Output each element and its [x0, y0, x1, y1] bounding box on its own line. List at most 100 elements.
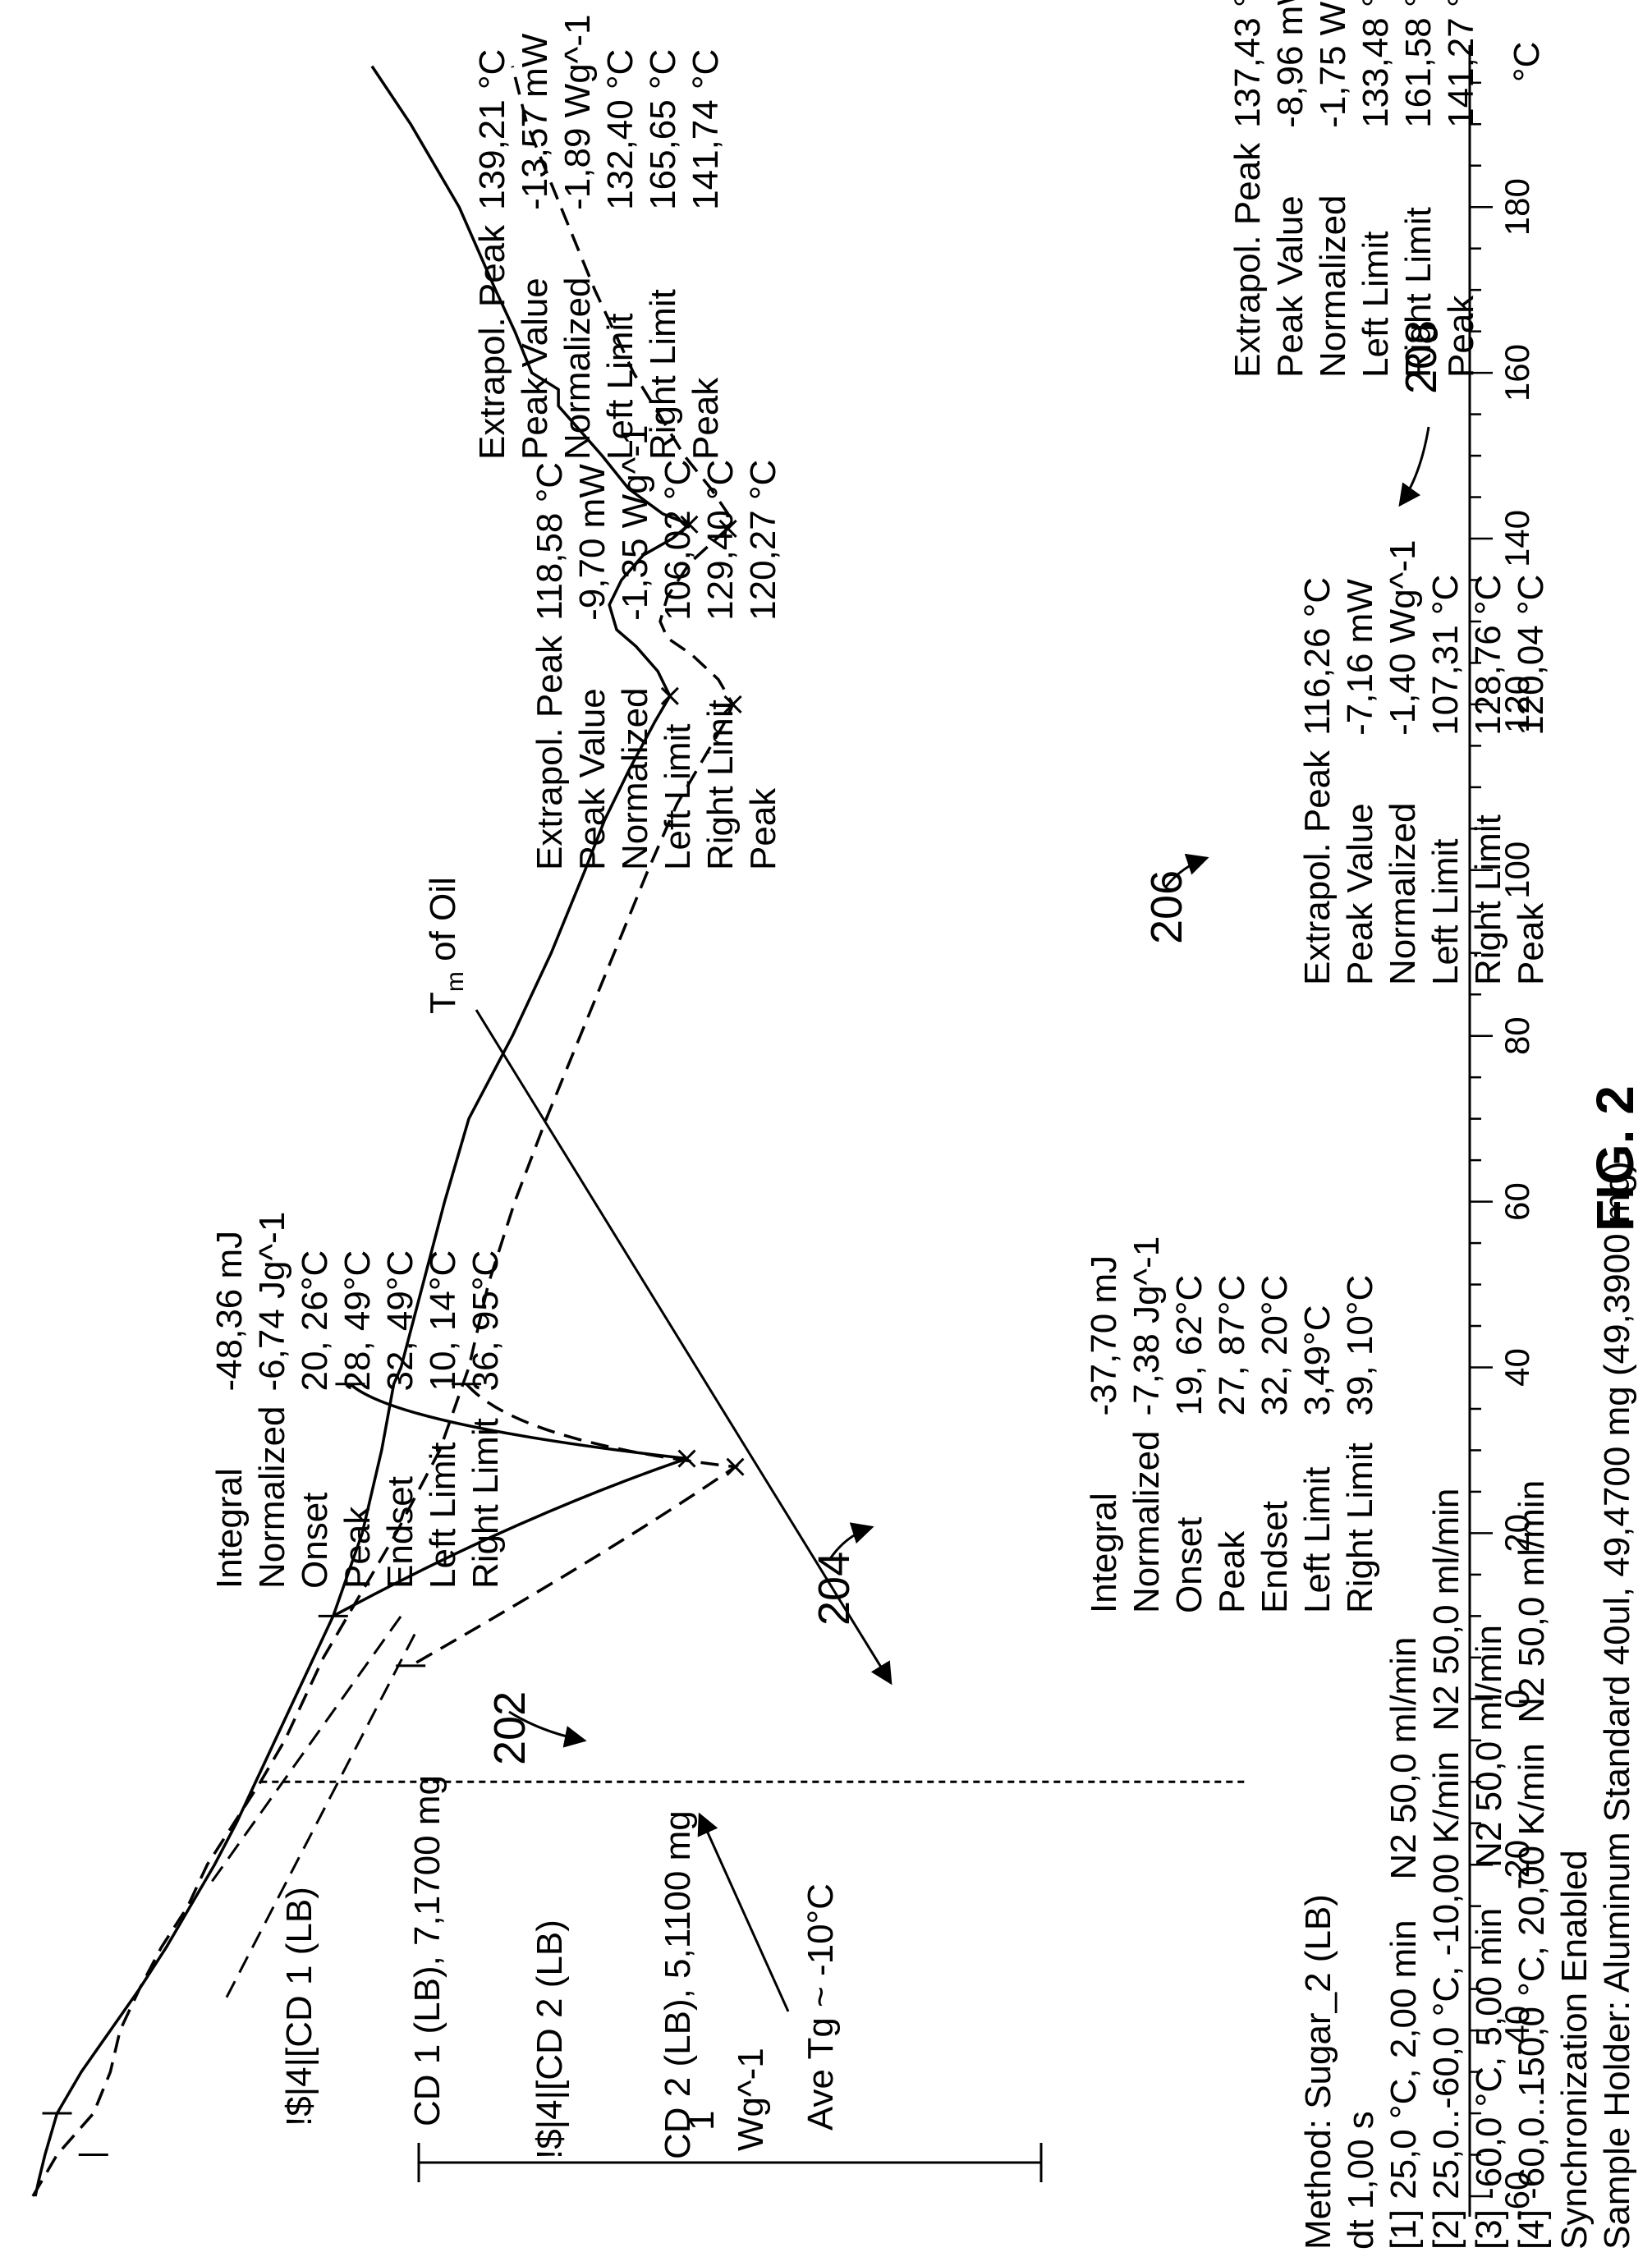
figure-label: FIG. 2 [1585, 1085, 1645, 1232]
row-label: Endset [1255, 1501, 1295, 1613]
callout-202-arrow [508, 1710, 587, 1748]
table-row: Extrapol. Peak 137,43 °C [1227, 0, 1269, 378]
method-line: Synchronization Enabled [1554, 1850, 1595, 2250]
row-value: -1,40 Wg^-1 [1383, 539, 1423, 736]
tick-label: -40 [1498, 2006, 1536, 2056]
table-row: Endset 32, 49°C [379, 1197, 422, 1589]
tick-label: 180 [1498, 178, 1536, 236]
method-block: Method: Sugar_2 (LB) dt 1,00 s [1] 25,0 °C… [1297, 1161, 1639, 2250]
axis-unit-label: °C [1507, 41, 1547, 82]
method-line: dt 1,00 s [1341, 2111, 1381, 2250]
row-label: Extrapol. Peak [1228, 142, 1268, 378]
method-line: Sample Holder: Aluminum Standard 40ul, 4… [1597, 1161, 1637, 2250]
table-row: Peak 27, 87°C [1211, 1222, 1254, 1613]
tm-oil-arrow [475, 1009, 893, 1686]
peak-cross [680, 515, 699, 534]
cd2-peak1-table: Extrapol. Peak 116,26 °C Peak Value -7,16 m… [1211, 525, 1595, 985]
avg-tg-arrow [697, 1812, 790, 2012]
row-value: 141,27 °C [1441, 0, 1481, 128]
row-label: Peak [743, 787, 783, 870]
tick-label: 40 [1498, 1348, 1536, 1387]
table-row: Peak 141,74 °C [685, 0, 727, 460]
peak-cross [660, 686, 679, 705]
table-row: Normalized -1,89 Wg^-1 [557, 0, 599, 460]
method-line: [3] -60,0 °C, 5,00 min N2 50,0 ml/min [1469, 1624, 1509, 2250]
table-row: Onset 20, 26°C [294, 1197, 337, 1589]
row-label: Right Limit [700, 700, 741, 870]
cd2-peak2-table: Extrapol. Peak 137,43 °C Peak Value -8,96 m… [1141, 0, 1526, 378]
row-value: 28, 49°C [337, 1250, 378, 1392]
row-value: -48,36 mJ [209, 1230, 250, 1392]
row-value: -8,96 mW [1270, 0, 1310, 128]
row-label: Right Limit [1468, 814, 1508, 985]
table-row: Peak 120,27 °C [742, 411, 785, 870]
row-value: -7,16 mW [1340, 579, 1380, 736]
table-row: Left Limit 10, 14°C [422, 1197, 465, 1589]
row-label: Onset [295, 1492, 335, 1589]
row-label: Integral [209, 1468, 250, 1589]
row-label: Peak Value [515, 278, 555, 460]
callout-204: 204 [810, 1551, 859, 1626]
callout-204-arrow [828, 1522, 874, 1561]
row-label: Normalized [1127, 1430, 1167, 1613]
callout-202: 202 [485, 1690, 535, 1765]
row-value: 36, 95°C [466, 1250, 506, 1392]
row-label: Normalized [558, 277, 598, 460]
row-label: Peak Value [572, 688, 613, 870]
callout-206-arrow [1164, 853, 1209, 888]
table-row: Peak Value -8,96 mW [1269, 0, 1312, 378]
row-label: Left Limit [600, 313, 640, 460]
row-value: 141,74 °C [686, 48, 726, 210]
scale-unit: Wg^-1 [731, 2048, 771, 2151]
tick-label: 60 [1498, 1182, 1536, 1221]
row-label: Left Limit [658, 723, 698, 870]
table-row: Extrapol. Peak 118,58 °C [529, 411, 571, 870]
table-row: Extrapol. Peak 116,26 °C [1296, 525, 1339, 985]
row-value: 32, 20°C [1255, 1274, 1295, 1416]
table-row: Peak Value -13,57 mW [514, 0, 557, 460]
method-line: [2] 25,0..-60,0 °C, -10,00 K/min N2 50,0… [1426, 1488, 1466, 2250]
table-row: Normalized -1,40 Wg^-1 [1382, 525, 1425, 985]
row-value: -7,38 Jg^-1 [1127, 1236, 1167, 1416]
callout-208-arrow [1398, 426, 1430, 507]
row-value: 19, 62°C [1169, 1274, 1209, 1416]
row-value: 132,40 °C [600, 48, 640, 210]
temperature-axis: -60 -40 -20 0 20 40 60 80 100 120 140 160 180 [1468, 45, 1536, 2221]
cd2-tag: !$|4|[CD 2 (LB) [530, 1920, 570, 2159]
cd1-peak1-table: Extrapol. Peak 118,58 °C Peak Value -9,70 m… [443, 411, 828, 870]
cd1-melt-table: Integral -48,36 mJ Normalized -6,74 Jg^-1 On… [123, 1197, 550, 1589]
table-row: Endset 32, 20°C [1254, 1222, 1296, 1613]
table-row: Normalized -1,35 Wg^-1 [614, 411, 657, 870]
row-label: Endset [380, 1476, 420, 1589]
row-label: Extrapol. Peak [472, 224, 512, 460]
row-label: Integral [1084, 1493, 1124, 1613]
table-row: Peak Value -7,16 mW [1339, 525, 1382, 985]
annotation-lines [42, 426, 1430, 2182]
tick-label: 160 [1498, 344, 1536, 401]
peak-cross [718, 519, 737, 538]
row-value: 116,26 °C [1297, 576, 1338, 736]
row-value: 137,43 °C [1228, 0, 1268, 128]
cd2-melt-peak [410, 1383, 740, 1667]
peak-cross [726, 1457, 745, 1476]
table-row: Normalized -1,75 Wg^-1 [1312, 0, 1355, 378]
table-row: Left Limit 106,02 °C [657, 411, 700, 870]
tick-label: 80 [1498, 1016, 1536, 1055]
tm-oil-label: Tm of Oil [423, 877, 469, 1014]
row-value: 133,48 °C [1356, 0, 1396, 128]
row-label: Peak Value [1270, 195, 1310, 378]
row-label: Peak [1511, 902, 1551, 985]
callout-206: 206 [1142, 869, 1191, 944]
peak-cross [677, 1449, 696, 1468]
row-value: 161,58 °C [1398, 0, 1439, 128]
row-value: -37,70 mJ [1084, 1255, 1124, 1416]
row-value: 128,76 °C [1468, 574, 1508, 736]
callout-208: 208 [1397, 319, 1446, 394]
row-value: 120,04 °C [1511, 574, 1551, 736]
row-value: 165,65 °C [643, 48, 683, 210]
row-label: Normalized [615, 687, 655, 870]
row-label: Peak [686, 377, 726, 460]
row-label: Normalized [1383, 802, 1423, 985]
peak-cross [723, 695, 742, 713]
